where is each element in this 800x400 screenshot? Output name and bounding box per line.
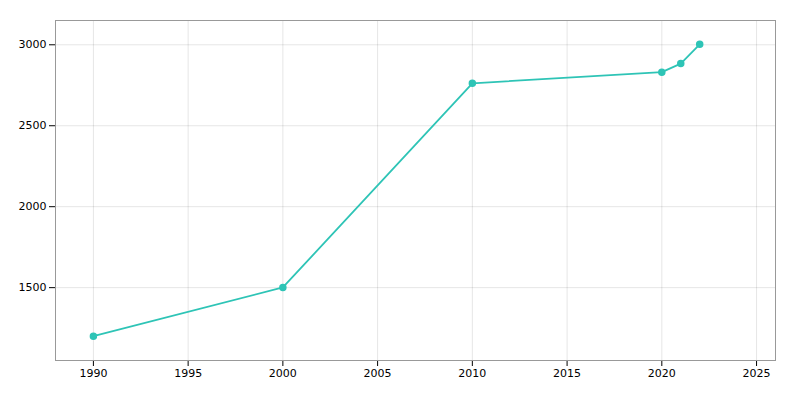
svg-text:2000: 2000 [269, 367, 297, 380]
svg-text:2000: 2000 [19, 200, 47, 213]
svg-text:2020: 2020 [648, 367, 676, 380]
svg-text:1995: 1995 [174, 367, 202, 380]
svg-text:2005: 2005 [364, 367, 392, 380]
svg-text:3000: 3000 [19, 38, 47, 51]
svg-text:1990: 1990 [79, 367, 107, 380]
svg-text:2010: 2010 [458, 367, 486, 380]
svg-text:2025: 2025 [743, 367, 771, 380]
svg-text:1500: 1500 [19, 281, 47, 294]
svg-text:2500: 2500 [19, 119, 47, 132]
svg-text:2015: 2015 [553, 367, 581, 380]
